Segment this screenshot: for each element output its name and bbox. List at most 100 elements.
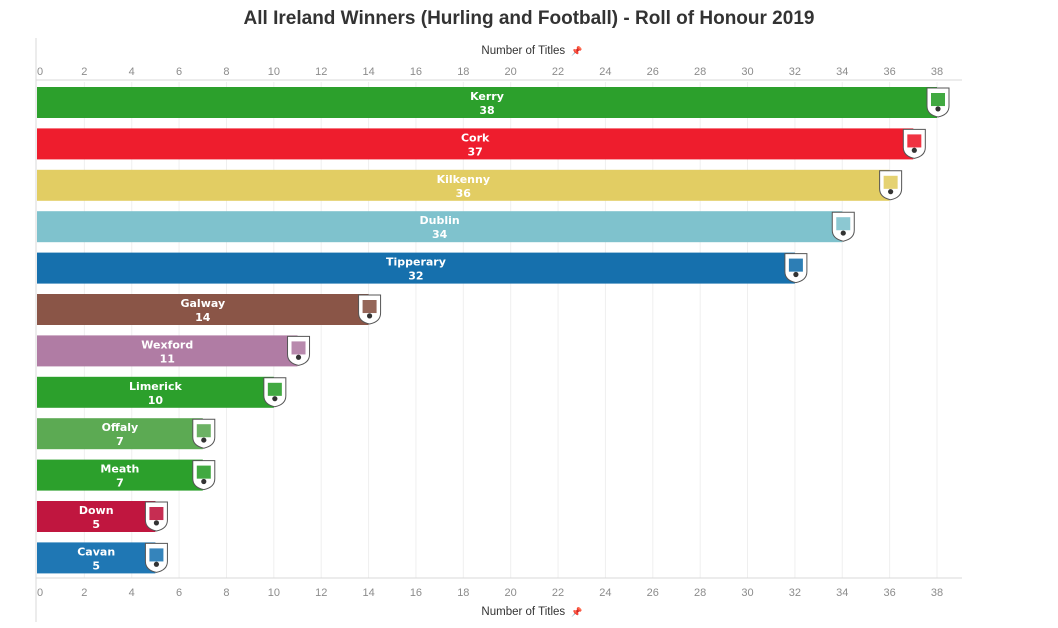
bar-value-label: 38	[479, 104, 494, 117]
bar-category-label: Wexford	[141, 338, 193, 351]
bottom-tick-label: 26	[647, 587, 659, 599]
bar-value-label: 5	[92, 559, 100, 572]
top-tick-label: 30	[741, 66, 753, 78]
bar[interactable]	[37, 211, 843, 243]
bottom-tick-label: 20	[505, 587, 517, 599]
bottom-tick-label: 36	[884, 587, 896, 599]
down-crest-icon	[144, 501, 168, 532]
kilkenny-crest-icon	[879, 170, 903, 201]
pin-icon[interactable]: 📌	[571, 45, 582, 56]
top-tick-label: 6	[176, 66, 182, 78]
bar-category-label: Galway	[180, 297, 225, 310]
bar[interactable]	[37, 87, 937, 118]
bar[interactable]	[37, 376, 274, 408]
bar-value-label: 34	[432, 228, 448, 241]
bar-value-label: 32	[408, 270, 423, 283]
top-tick-label: 18	[457, 66, 469, 78]
bar[interactable]	[37, 294, 369, 325]
bar-category-label: Kilkenny	[437, 173, 490, 186]
bar-value-label: 5	[92, 518, 100, 531]
bottom-tick-label: 30	[741, 587, 753, 599]
bar-value-label: 7	[116, 435, 124, 448]
bar[interactable]	[37, 335, 298, 367]
bottom-tick-label: 8	[223, 587, 229, 599]
top-axis-title-text: Number of Titles	[481, 45, 565, 57]
bottom-tick-label: 24	[599, 587, 611, 599]
bottom-tick-label: 28	[694, 587, 706, 599]
bottom-axis-title-text: Number of Titles	[481, 606, 565, 618]
top-tick-label: 0	[37, 66, 43, 78]
top-tick-label: 2	[81, 66, 87, 78]
wexford-crest-icon	[287, 335, 311, 366]
bar-category-label: Cavan	[77, 545, 115, 558]
bar[interactable]	[37, 252, 795, 284]
bar[interactable]	[37, 128, 914, 160]
cavan-crest-icon	[144, 542, 168, 573]
tipperary-crest-icon	[784, 253, 808, 284]
bar[interactable]	[37, 501, 156, 532]
bottom-tick-label: 2	[81, 587, 87, 599]
bar[interactable]	[37, 418, 203, 450]
top-tick-label: 14	[362, 66, 374, 78]
bar-category-label: Offaly	[102, 421, 139, 434]
chart-title: All Ireland Winners (Hurling and Footbal…	[243, 8, 815, 29]
bottom-tick-label: 4	[129, 587, 135, 599]
top-tick-label: 26	[647, 66, 659, 78]
bar[interactable]	[37, 459, 203, 491]
bar-category-label: Cork	[461, 131, 490, 144]
bar-value-label: 7	[116, 477, 124, 490]
bottom-tick-label: 32	[789, 587, 801, 599]
bottom-tick-label: 6	[176, 587, 182, 599]
bottom-tick-label: 0	[37, 587, 43, 599]
bar-value-label: 14	[195, 311, 211, 324]
top-tick-label: 20	[505, 66, 517, 78]
offaly-crest-icon	[192, 418, 216, 449]
gridlines	[83, 82, 938, 578]
top-tick-label: 38	[931, 66, 943, 78]
bottom-x-axis: Number of Titles 📌 0 2 4 6 8 10 12 14 16 18 20 22 24…	[36, 577, 962, 618]
bar-category-label: Dublin	[420, 214, 460, 227]
bar-category-label: Down	[79, 504, 114, 517]
bottom-tick-label: 38	[931, 587, 943, 599]
bottom-tick-label: 12	[315, 587, 327, 599]
bar-category-label: Tipperary	[386, 256, 446, 269]
meath-crest-icon	[192, 460, 216, 491]
top-tick-label: 12	[315, 66, 327, 78]
dublin-crest-icon	[831, 211, 855, 242]
bottom-axis-title: Number of Titles 📌	[481, 606, 582, 618]
bar-category-label: Limerick	[129, 380, 182, 393]
top-tick-label: 10	[268, 66, 280, 78]
top-tick-label: 16	[410, 66, 422, 78]
top-tick-label: 36	[884, 66, 896, 78]
top-tick-label: 32	[789, 66, 801, 78]
limerick-crest-icon	[263, 377, 287, 408]
bottom-tick-label: 18	[457, 587, 469, 599]
top-axis-title: Number of Titles 📌	[481, 45, 582, 57]
top-tick-label: 34	[836, 66, 848, 78]
galway-crest-icon	[358, 294, 382, 325]
bar[interactable]	[37, 542, 156, 574]
top-tick-label: 24	[599, 66, 611, 78]
bottom-tick-label: 14	[362, 587, 374, 599]
pin-icon[interactable]: 📌	[571, 606, 582, 617]
kerry-crest-icon	[926, 87, 950, 118]
bar-value-label: 37	[468, 145, 483, 158]
top-tick-label: 8	[223, 66, 229, 78]
bottom-tick-label: 16	[410, 587, 422, 599]
bar[interactable]	[37, 169, 890, 201]
bar-category-label: Meath	[100, 463, 139, 476]
